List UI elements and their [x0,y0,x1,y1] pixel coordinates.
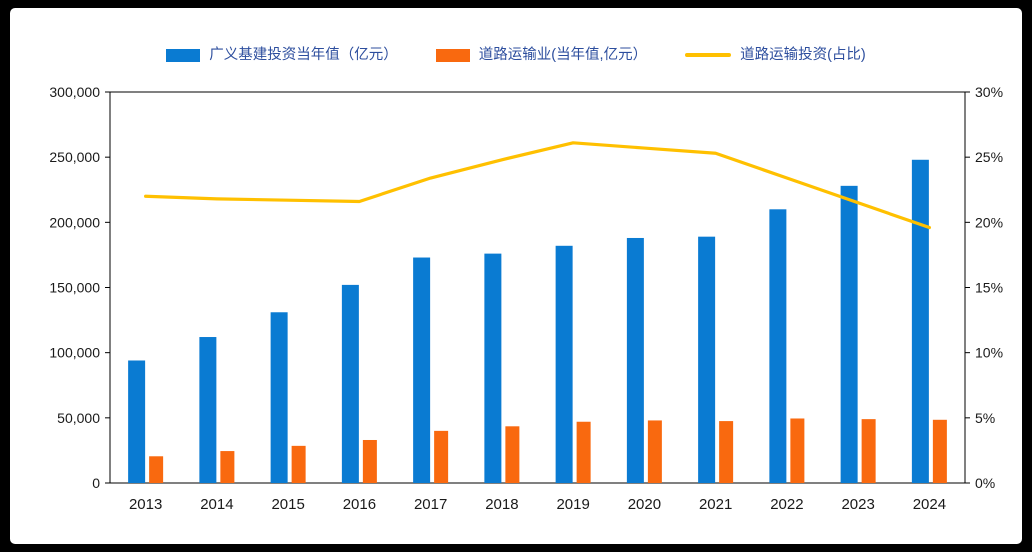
svg-text:2013: 2013 [129,496,162,513]
chart-canvas: 0 50,000 100,000 150,000 200,000 250,000 300,0… [10,8,1022,544]
svg-text:300,000: 300,000 [49,84,100,100]
svg-text:50,000: 50,000 [57,410,100,426]
combo-bar-line-chart: 0 50,000 100,000 150,000 200,000 250,000 300,0… [49,84,1003,513]
svg-text:5%: 5% [975,410,995,426]
svg-text:2023: 2023 [841,496,874,513]
svg-text:2014: 2014 [200,496,233,513]
svg-text:2016: 2016 [343,496,376,513]
svg-text:150,000: 150,000 [49,280,100,296]
svg-text:200,000: 200,000 [49,214,100,230]
svg-text:0: 0 [92,475,100,491]
svg-text:2018: 2018 [485,496,518,513]
svg-text:2017: 2017 [414,496,447,513]
svg-text:25%: 25% [975,149,1003,165]
svg-text:100,000: 100,000 [49,345,100,361]
svg-text:10%: 10% [975,345,1003,361]
svg-text:2020: 2020 [628,496,661,513]
svg-text:2021: 2021 [699,496,732,513]
svg-text:2024: 2024 [913,496,946,513]
svg-text:20%: 20% [975,214,1003,230]
svg-text:2019: 2019 [556,496,589,513]
svg-text:2015: 2015 [271,496,304,513]
svg-text:0%: 0% [975,475,995,491]
svg-text:30%: 30% [975,84,1003,100]
svg-text:250,000: 250,000 [49,149,100,165]
svg-text:2022: 2022 [770,496,803,513]
svg-text:15%: 15% [975,280,1003,296]
